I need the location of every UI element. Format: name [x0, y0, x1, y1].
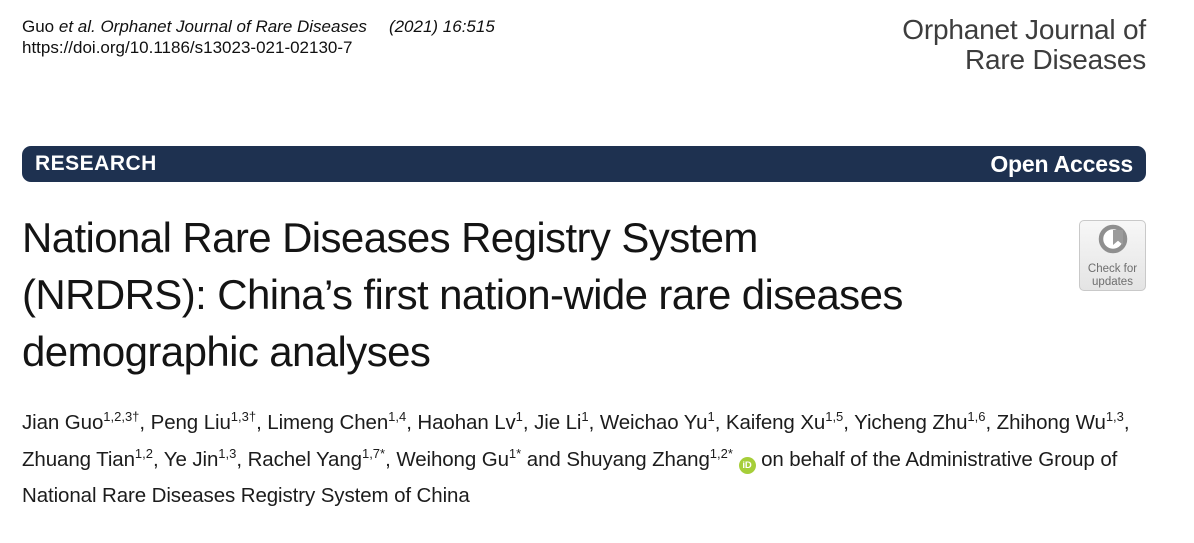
- author-name: Rachel Yang: [247, 447, 363, 471]
- citation-line: Guo et al. Orphanet Journal of Rare Dise…: [22, 15, 495, 38]
- author-affiliation-sup: 1,4: [388, 409, 407, 425]
- article-title: National Rare Diseases Registry System (…: [22, 209, 1142, 380]
- citation-journal: et al. Orphanet Journal of Rare Diseases: [58, 17, 367, 36]
- author-name: Limeng Chen: [267, 411, 389, 434]
- author-name: Weihong Gu: [396, 447, 509, 471]
- author-affiliation-sup: 1,2,3†: [103, 409, 140, 425]
- check-for-updates-icon: [1095, 222, 1131, 263]
- author-name: Zhihong Wu: [996, 411, 1106, 434]
- research-banner: RESEARCH Open Access: [22, 146, 1146, 182]
- journal-logo-text: Orphanet Journal of Rare Diseases: [902, 15, 1146, 75]
- author-affiliation-sup: 1,6: [967, 409, 986, 425]
- open-access-label: Open Access: [990, 150, 1133, 177]
- journal-name-line2: Rare Diseases: [964, 44, 1146, 75]
- author-affiliation-sup: 1,3: [218, 445, 237, 461]
- author-affiliation-sup: 1,2*: [709, 445, 733, 461]
- author-affiliation-sup: 1: [515, 409, 523, 425]
- author-name: Peng Liu: [150, 411, 231, 434]
- author-affiliation-sup: 1: [581, 409, 589, 425]
- author-affiliation-sup: 1,3†: [230, 409, 257, 425]
- author-name: Shuyang Zhang: [566, 447, 710, 471]
- author-affiliation-sup: 1,3: [1105, 409, 1124, 425]
- author-affiliation-sup: 1,7*: [361, 445, 386, 461]
- author-name: Jian Guo: [22, 411, 104, 434]
- page-header: Guo et al. Orphanet Journal of Rare Dise…: [22, 15, 1146, 75]
- article-header: Check for updates National Rare Diseases…: [22, 209, 1146, 515]
- author-affiliation-sup: 1,2: [134, 445, 153, 461]
- author-name: Haohan Lv: [417, 411, 516, 434]
- citation-author: Guo: [22, 17, 55, 36]
- author-name: Yicheng Zhu: [854, 411, 968, 434]
- citation-issue: (2021) 16:515: [388, 17, 495, 36]
- title-line-2: (NRDRS): China’s first nation-wide rare …: [22, 271, 903, 318]
- orcid-icon[interactable]: iD: [738, 456, 756, 474]
- title-line-3: demographic analyses: [22, 328, 431, 375]
- author-name: Weichao Yu: [599, 411, 708, 434]
- author-list: Jian Guo1,2,3†, Peng Liu1,3†, Limeng Che…: [22, 409, 1130, 507]
- doi-link[interactable]: https://doi.org/10.1186/s13023-021-02130…: [22, 38, 353, 57]
- citation-block: Guo et al. Orphanet Journal of Rare Dise…: [22, 15, 495, 58]
- author-affiliation-sup: 1,5: [825, 409, 844, 425]
- author-name: Ye Jin: [163, 447, 219, 471]
- check-for-updates-label: Check for updates: [1087, 263, 1138, 288]
- author-name: Jie Li: [534, 411, 582, 434]
- author-name: Kaifeng Xu: [725, 411, 826, 434]
- author-name: Zhuang Tian: [22, 447, 135, 471]
- journal-name-line1: Orphanet Journal of: [902, 14, 1146, 45]
- author-affiliation-sup: 1: [707, 409, 715, 425]
- check-for-updates-button[interactable]: Check for updates: [1079, 220, 1146, 291]
- article-type-label: RESEARCH: [35, 152, 157, 175]
- author-affiliation-sup: 1*: [508, 445, 522, 461]
- title-line-1: National Rare Diseases Registry System: [22, 214, 758, 261]
